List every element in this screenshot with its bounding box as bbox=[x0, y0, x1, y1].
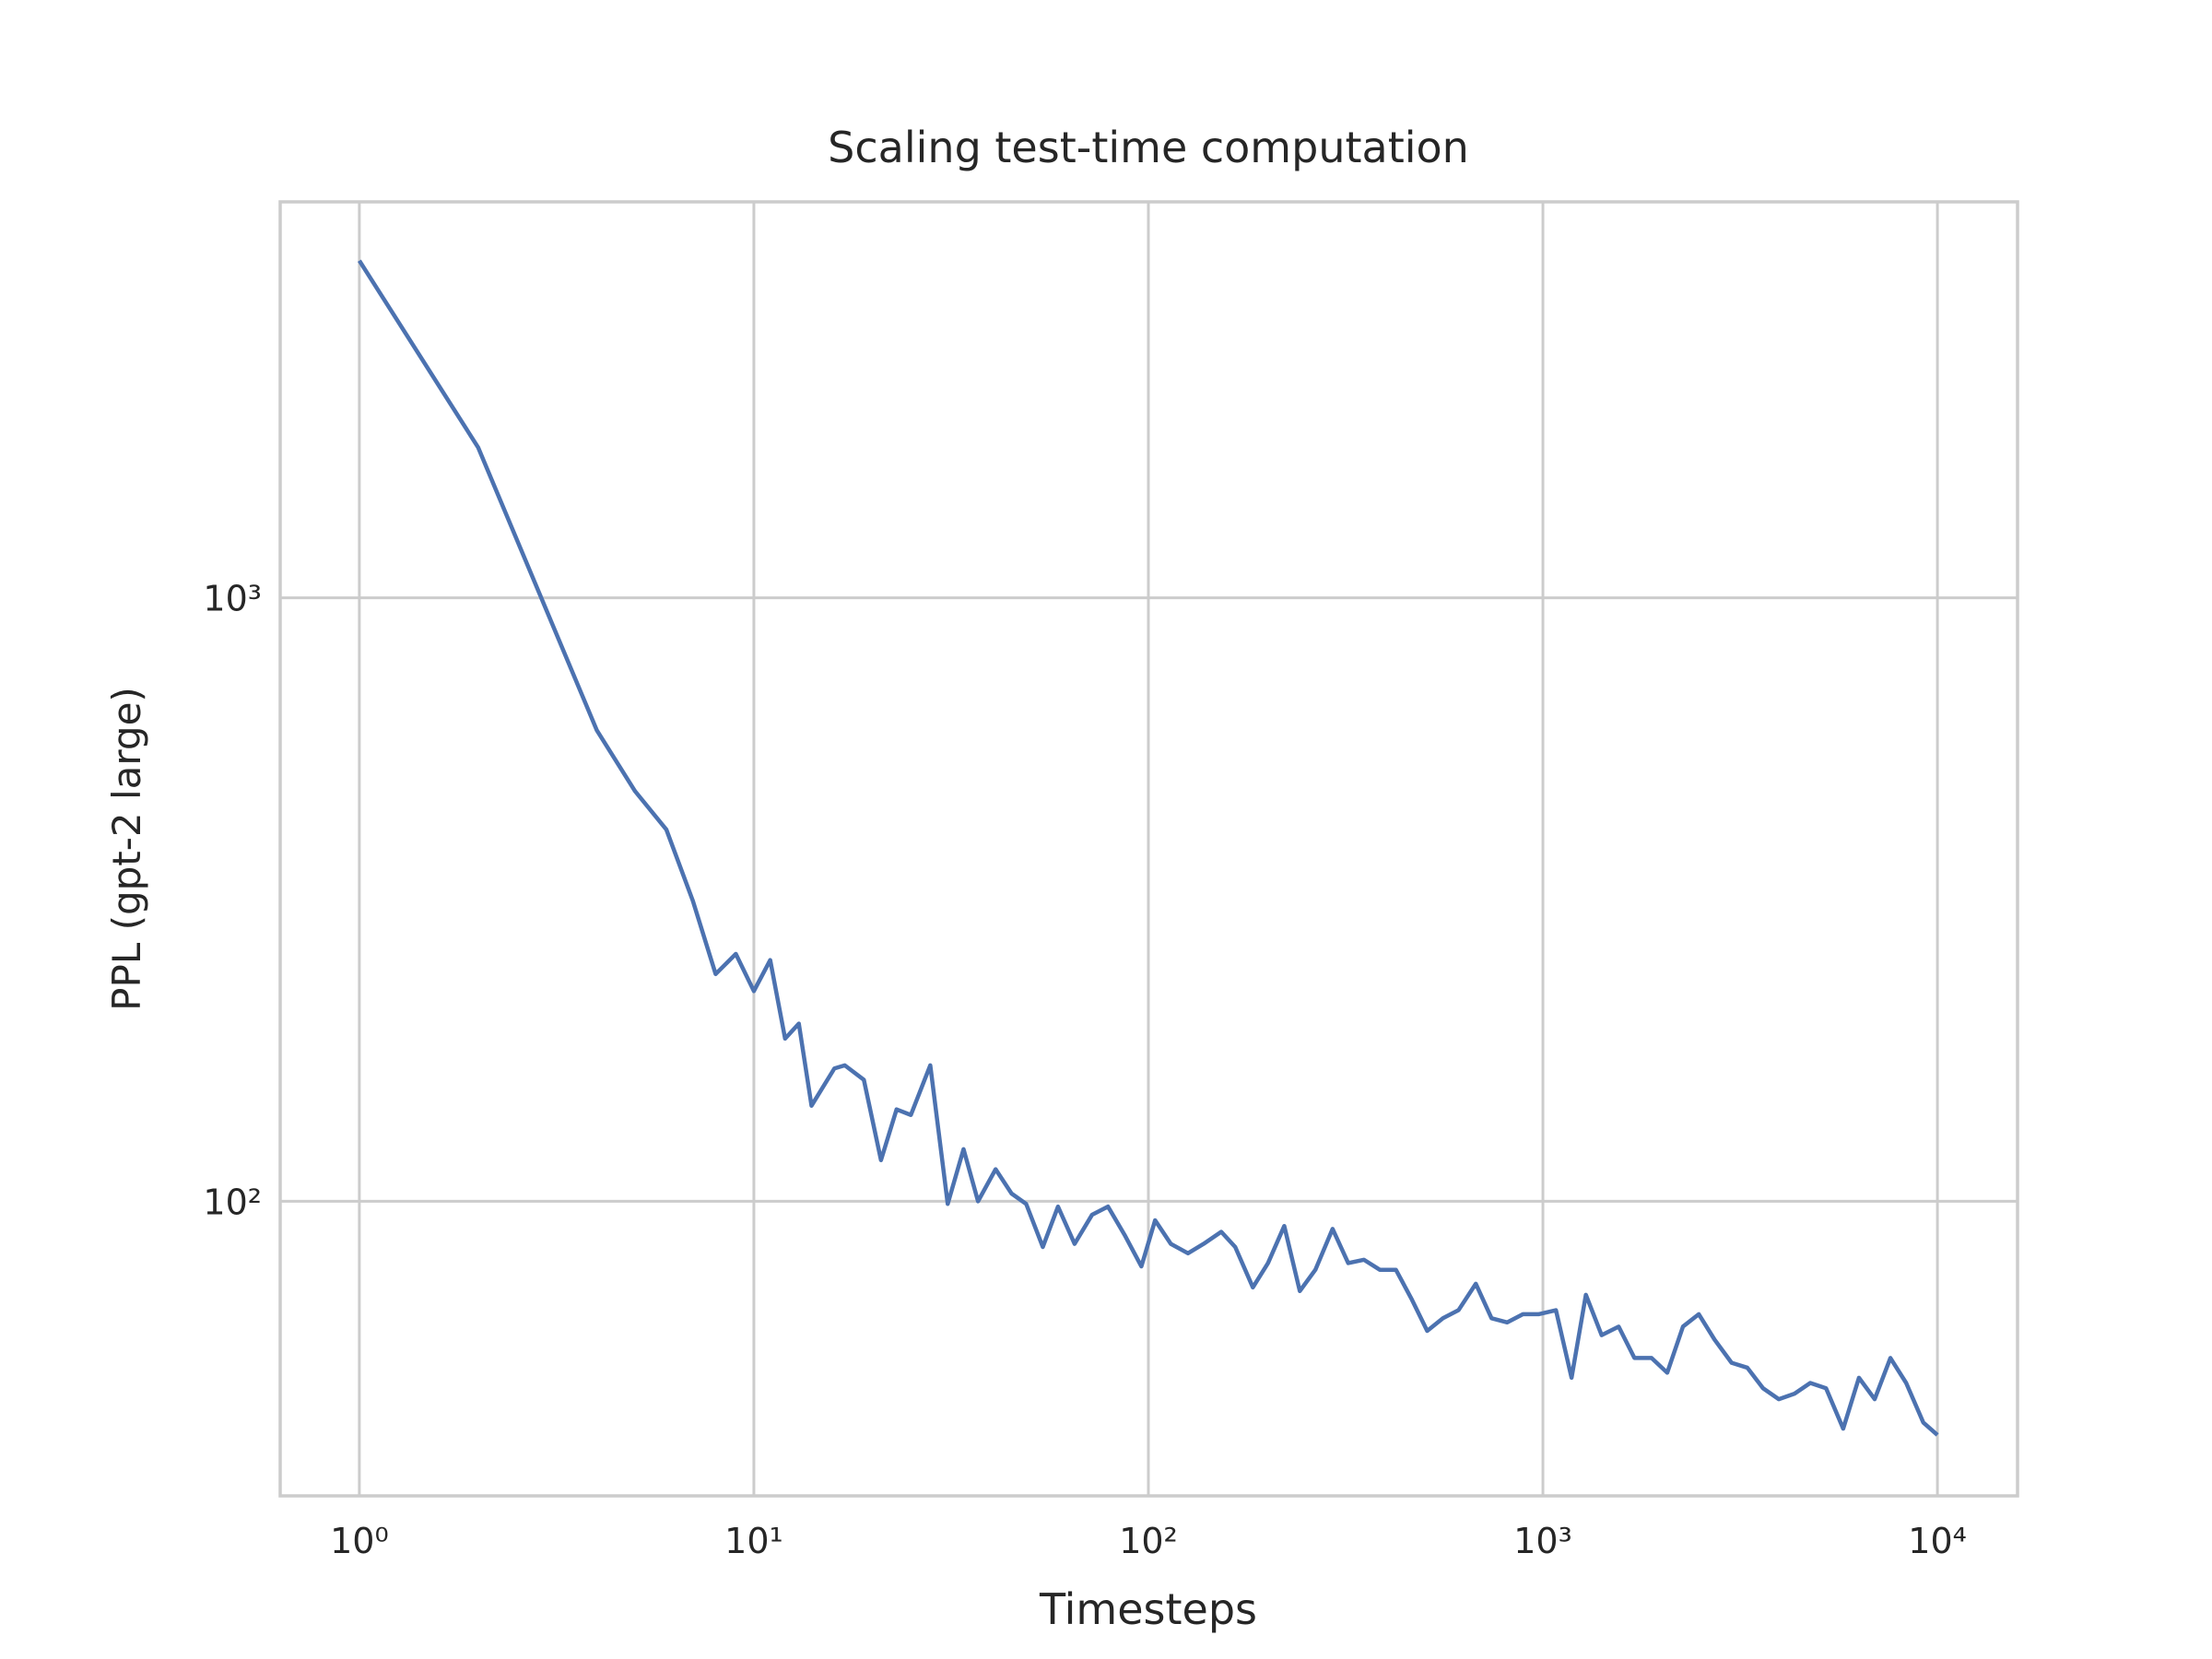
x-tick-label: 10¹ bbox=[724, 1521, 783, 1561]
x-tick-label: 10⁴ bbox=[1908, 1521, 1967, 1561]
chart-title: Scaling test-time computation bbox=[828, 123, 1469, 172]
data-line bbox=[357, 259, 1939, 1437]
x-tick-label: 10⁰ bbox=[330, 1521, 389, 1561]
x-tick-label: 10³ bbox=[1513, 1521, 1572, 1561]
y-tick-label: 10² bbox=[203, 1182, 262, 1222]
x-tick-label: 10² bbox=[1119, 1521, 1178, 1561]
x-axis-label: Timesteps bbox=[1039, 1584, 1257, 1634]
y-axis-label: PPL (gpt-2 large) bbox=[104, 687, 149, 1011]
y-tick-label: 10³ bbox=[203, 579, 262, 619]
plot-frame bbox=[278, 200, 2019, 1498]
